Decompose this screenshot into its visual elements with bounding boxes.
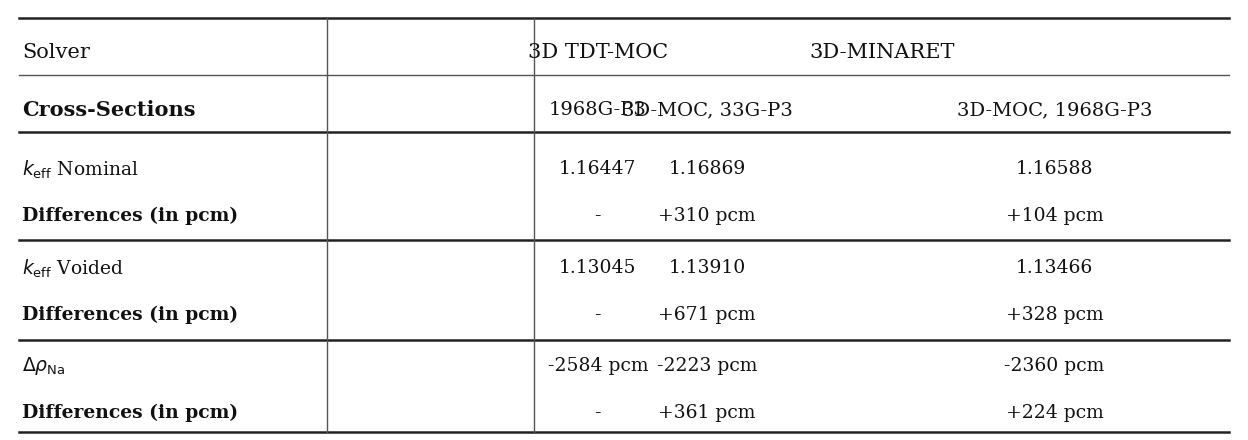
Text: $\Delta\rho_{\mathrm{Na}}$: $\Delta\rho_{\mathrm{Na}}$ (22, 355, 66, 377)
Text: 3D-MINARET: 3D-MINARET (809, 43, 955, 62)
Text: 1968G-P3: 1968G-P3 (549, 101, 646, 119)
Text: 3D-MOC, 33G-P3: 3D-MOC, 33G-P3 (622, 101, 792, 119)
Text: $k_{\mathrm{eff}}$ Nominal: $k_{\mathrm{eff}}$ Nominal (22, 158, 140, 180)
Text: Differences (in pcm): Differences (in pcm) (22, 206, 238, 225)
Text: -2584 pcm: -2584 pcm (548, 357, 648, 375)
Text: Solver: Solver (22, 43, 90, 62)
Text: +671 pcm: +671 pcm (658, 306, 756, 323)
Text: +224 pcm: +224 pcm (1006, 404, 1103, 422)
Text: -: - (594, 306, 602, 323)
Text: 1.16588: 1.16588 (1016, 161, 1093, 178)
Text: 1.13910: 1.13910 (669, 260, 745, 277)
Text: 1.13045: 1.13045 (559, 260, 636, 277)
Text: Cross-Sections: Cross-Sections (22, 100, 196, 120)
Text: -2360 pcm: -2360 pcm (1005, 357, 1104, 375)
Text: -: - (594, 207, 602, 224)
Text: +104 pcm: +104 pcm (1006, 207, 1103, 224)
Text: -: - (594, 404, 602, 422)
Text: -2223 pcm: -2223 pcm (656, 357, 758, 375)
Text: 1.16869: 1.16869 (669, 161, 745, 178)
Text: Differences (in pcm): Differences (in pcm) (22, 305, 238, 324)
Text: 3D TDT-MOC: 3D TDT-MOC (528, 43, 668, 62)
Text: 1.16447: 1.16447 (559, 161, 636, 178)
Text: Differences (in pcm): Differences (in pcm) (22, 403, 238, 422)
Text: 1.13466: 1.13466 (1016, 260, 1093, 277)
Text: +361 pcm: +361 pcm (658, 404, 756, 422)
Text: +310 pcm: +310 pcm (658, 207, 756, 224)
Text: +328 pcm: +328 pcm (1006, 306, 1103, 323)
Text: 3D-MOC, 1968G-P3: 3D-MOC, 1968G-P3 (957, 101, 1152, 119)
Text: $k_{\mathrm{eff}}$ Voided: $k_{\mathrm{eff}}$ Voided (22, 257, 125, 279)
